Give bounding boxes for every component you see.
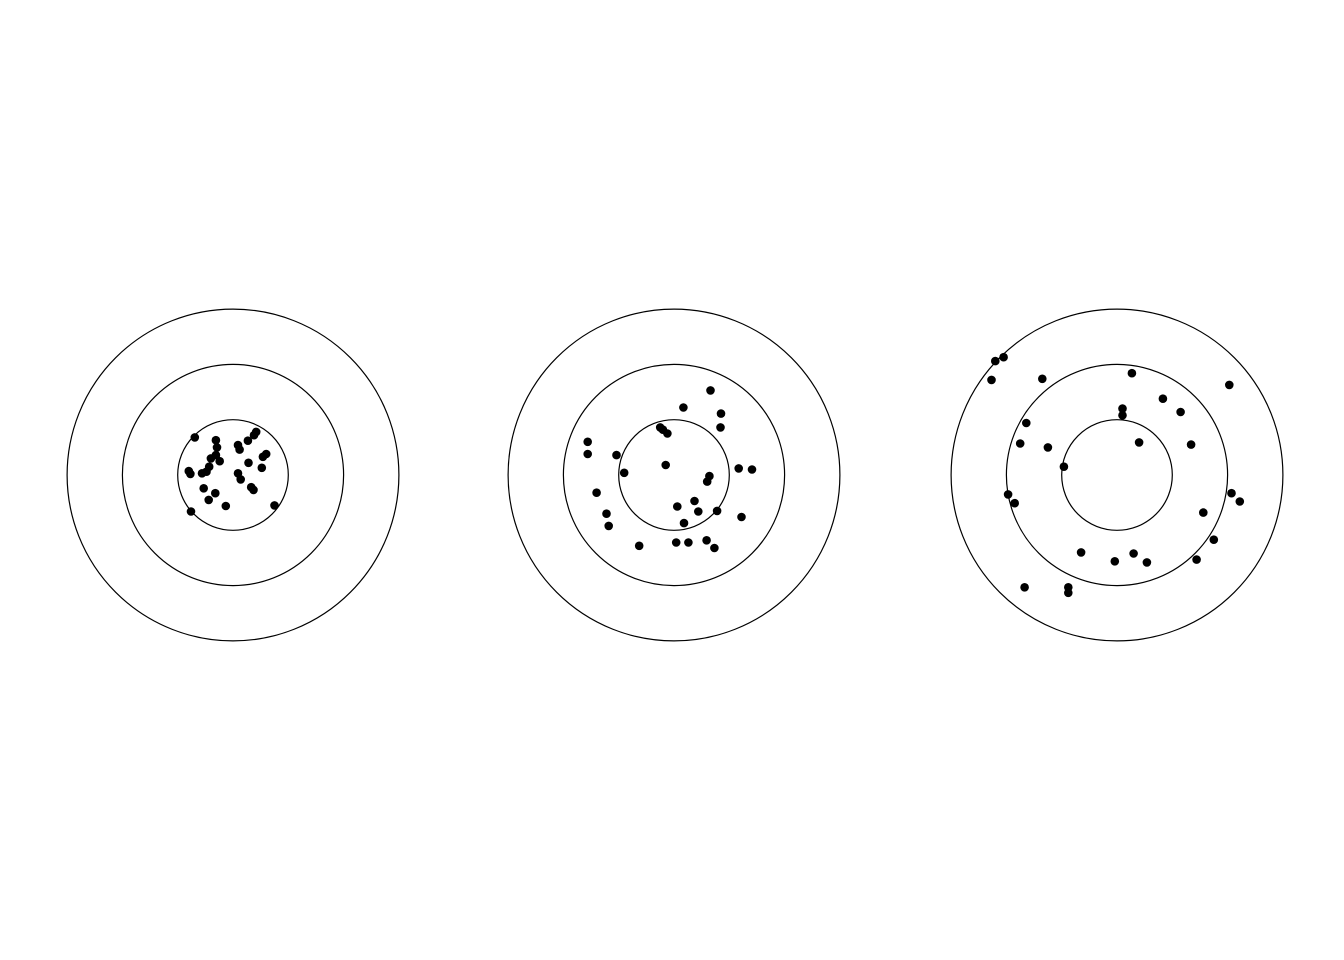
shot-point [1192, 555, 1201, 564]
shot-point [1129, 549, 1138, 558]
shot-point [257, 463, 267, 473]
shot-point [673, 502, 682, 511]
shot-point [671, 538, 681, 547]
shot-point [999, 352, 1008, 362]
shot-point [1199, 508, 1208, 517]
shot-point [211, 488, 220, 498]
shot-point [987, 375, 996, 385]
shot-point [690, 496, 699, 506]
shot-point [221, 501, 231, 511]
shot-point [679, 403, 688, 412]
shot-point [604, 521, 613, 531]
shot-point [1118, 411, 1127, 420]
shot-point [991, 356, 1000, 366]
shot-point [1020, 583, 1029, 592]
shot-point [712, 506, 722, 516]
shot-point [702, 536, 711, 545]
shot-point [251, 427, 261, 437]
target-ring-3 [507, 308, 841, 642]
shot-point [186, 507, 196, 516]
shot-point [734, 464, 743, 473]
shot-point [1076, 548, 1086, 557]
shot-point [186, 469, 195, 479]
shot-point [1010, 498, 1019, 508]
target-ring-1 [618, 419, 730, 531]
shot-point [1110, 557, 1120, 566]
shot-point [270, 501, 279, 510]
shot-point [202, 467, 211, 477]
shot-point [684, 538, 693, 547]
shot-point [249, 485, 258, 495]
shot-point [583, 437, 592, 447]
shot-point [1235, 497, 1245, 506]
shot-point [199, 484, 208, 493]
shot-point [1118, 404, 1127, 413]
target-panel-1 [66, 308, 400, 642]
target-ring-2 [1005, 363, 1229, 587]
target-panel-2 [507, 308, 841, 642]
shot-point [204, 495, 213, 505]
shot-point [1227, 488, 1236, 498]
shot-point [235, 445, 244, 454]
shot-point [1022, 418, 1031, 428]
shot-point [737, 512, 746, 522]
shot-point [215, 456, 224, 466]
shot-point [694, 507, 703, 516]
shot-point [1015, 439, 1025, 448]
shot-point [244, 458, 253, 468]
shot-point [705, 471, 714, 481]
shot-point [1225, 380, 1234, 390]
shot-point [1209, 535, 1219, 544]
shot-point [211, 435, 221, 445]
shot-point [583, 449, 592, 459]
target-ring-1 [177, 419, 289, 531]
shot-point [661, 460, 670, 470]
shot-point [663, 429, 672, 438]
shot-point [243, 436, 253, 446]
shot-point [1043, 443, 1053, 452]
shot-point [206, 454, 216, 463]
shot-point [602, 509, 611, 518]
target-panel-3 [950, 308, 1284, 642]
shot-point [1127, 368, 1137, 378]
shot-point [612, 450, 621, 460]
shot-point [592, 488, 601, 498]
shot-point [190, 433, 200, 442]
shot-point [716, 409, 726, 418]
target-ring-3 [950, 308, 1284, 642]
shot-point [261, 449, 271, 459]
shot-point [679, 518, 689, 528]
shot-point [1064, 588, 1073, 598]
target-ring-2 [562, 363, 786, 587]
shot-point [1186, 440, 1196, 449]
shot-point [706, 386, 715, 395]
shot-point [236, 475, 245, 484]
shot-point [1003, 490, 1013, 499]
target-ring-3 [66, 308, 400, 642]
shot-point [747, 465, 757, 474]
shot-point [619, 468, 629, 478]
target-ring-1 [1061, 419, 1173, 531]
shot-point [634, 541, 644, 551]
shot-point [710, 543, 719, 553]
shot-point [1134, 438, 1144, 447]
shot-point [1038, 374, 1047, 384]
shot-point [1158, 394, 1168, 404]
shot-point [1142, 558, 1152, 567]
shot-point [1059, 462, 1069, 472]
target-ring-2 [121, 363, 345, 587]
shot-point [1176, 407, 1185, 417]
shot-point [212, 443, 222, 452]
shot-point [716, 423, 725, 432]
